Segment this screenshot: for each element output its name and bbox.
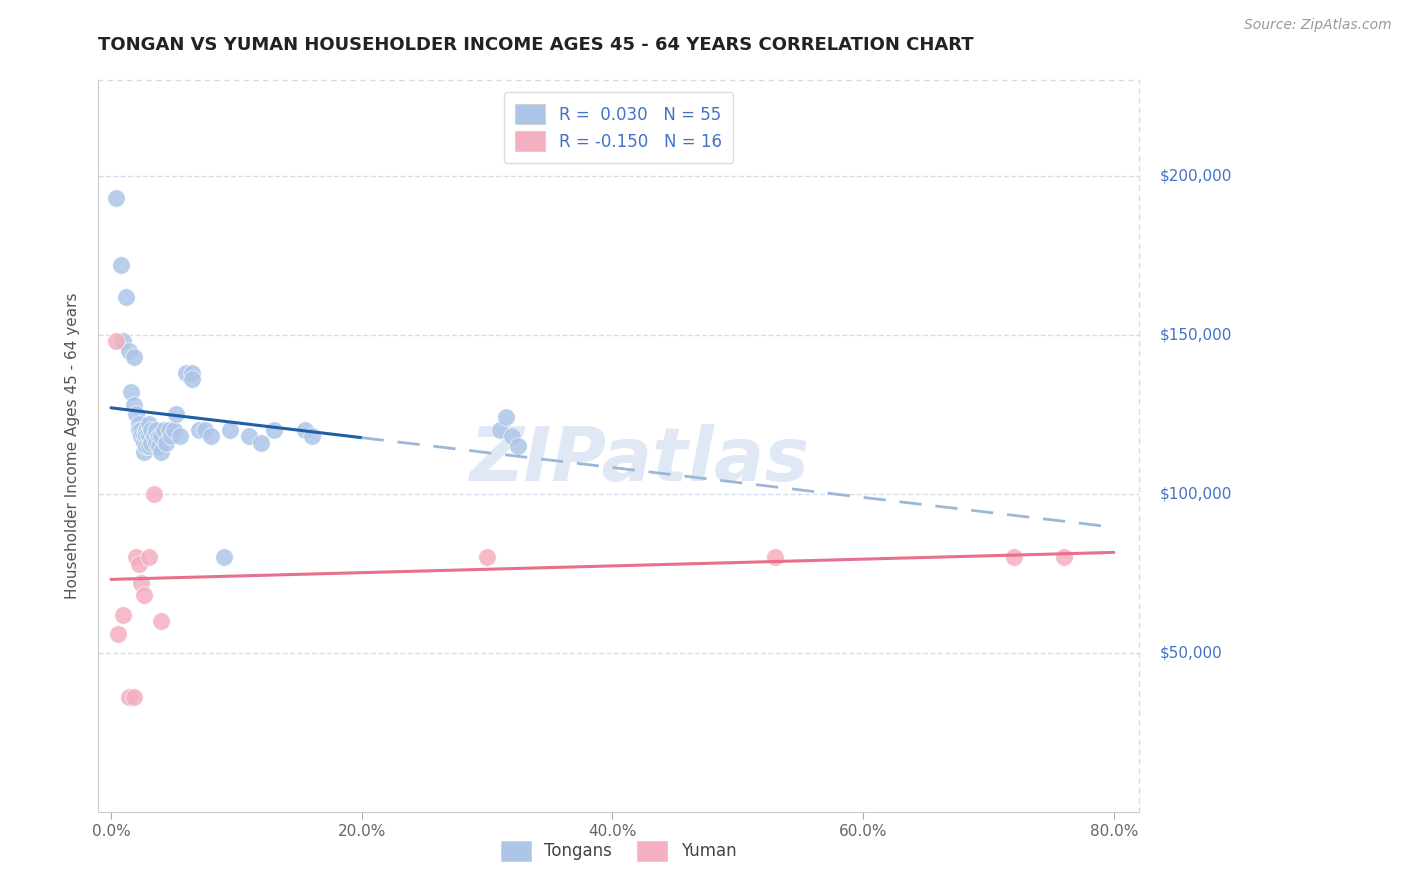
Point bbox=[115, 289, 138, 303]
Point bbox=[155, 435, 177, 450]
Point bbox=[138, 439, 160, 453]
Text: TONGAN VS YUMAN HOUSEHOLDER INCOME AGES 45 - 64 YEARS CORRELATION CHART: TONGAN VS YUMAN HOUSEHOLDER INCOME AGES … bbox=[98, 36, 974, 54]
Point bbox=[150, 429, 173, 443]
Point bbox=[138, 429, 160, 443]
Point bbox=[132, 429, 155, 443]
Point bbox=[139, 423, 162, 437]
Point bbox=[145, 423, 167, 437]
Point bbox=[763, 550, 786, 565]
Point bbox=[162, 423, 184, 437]
Point bbox=[110, 258, 132, 272]
Point bbox=[475, 550, 498, 565]
Point bbox=[128, 417, 150, 431]
Point bbox=[1002, 550, 1025, 565]
Point bbox=[160, 429, 183, 443]
Point bbox=[135, 439, 157, 453]
Point bbox=[150, 445, 173, 459]
Point bbox=[132, 445, 155, 459]
Point bbox=[1053, 550, 1076, 565]
Point bbox=[238, 429, 260, 443]
Text: $100,000: $100,000 bbox=[1160, 486, 1232, 501]
Point bbox=[122, 690, 145, 705]
Point bbox=[174, 366, 197, 380]
Point bbox=[132, 435, 155, 450]
Point bbox=[212, 550, 235, 565]
Point bbox=[138, 417, 160, 431]
Point bbox=[187, 423, 209, 437]
Point bbox=[128, 557, 150, 571]
Point bbox=[148, 429, 170, 443]
Point bbox=[112, 334, 135, 348]
Legend: Tongans, Yuman: Tongans, Yuman bbox=[492, 832, 745, 869]
Point bbox=[139, 435, 162, 450]
Point bbox=[501, 429, 523, 443]
Point bbox=[263, 423, 285, 437]
Point bbox=[104, 334, 127, 348]
Point bbox=[301, 429, 323, 443]
Point bbox=[128, 423, 150, 437]
Point bbox=[508, 439, 530, 453]
Point bbox=[145, 435, 167, 450]
Point bbox=[165, 407, 187, 421]
Point bbox=[129, 423, 152, 437]
Point bbox=[129, 575, 152, 590]
Point bbox=[152, 423, 174, 437]
Point bbox=[107, 626, 129, 640]
Text: ZIPatlas: ZIPatlas bbox=[470, 424, 810, 497]
Y-axis label: Householder Income Ages 45 - 64 years: Householder Income Ages 45 - 64 years bbox=[65, 293, 80, 599]
Text: Source: ZipAtlas.com: Source: ZipAtlas.com bbox=[1244, 18, 1392, 32]
Point bbox=[122, 398, 145, 412]
Point bbox=[194, 423, 217, 437]
Point bbox=[132, 589, 155, 603]
Point bbox=[181, 372, 204, 386]
Point bbox=[157, 423, 180, 437]
Point bbox=[200, 429, 222, 443]
Point bbox=[142, 429, 165, 443]
Point bbox=[125, 407, 148, 421]
Point bbox=[138, 550, 160, 565]
Point bbox=[219, 423, 242, 437]
Point bbox=[135, 429, 157, 443]
Point bbox=[142, 486, 165, 500]
Point bbox=[112, 607, 135, 622]
Point bbox=[495, 410, 517, 425]
Point bbox=[125, 550, 148, 565]
Text: $150,000: $150,000 bbox=[1160, 327, 1232, 343]
Point bbox=[148, 439, 170, 453]
Point bbox=[488, 423, 510, 437]
Point bbox=[294, 423, 316, 437]
Point bbox=[150, 614, 173, 628]
Point bbox=[250, 435, 273, 450]
Text: $200,000: $200,000 bbox=[1160, 169, 1232, 183]
Point bbox=[129, 429, 152, 443]
Point bbox=[169, 429, 191, 443]
Point bbox=[117, 343, 139, 358]
Point bbox=[104, 191, 127, 205]
Point bbox=[181, 366, 204, 380]
Point bbox=[135, 423, 157, 437]
Point bbox=[120, 384, 142, 399]
Text: $50,000: $50,000 bbox=[1160, 645, 1222, 660]
Point bbox=[117, 690, 139, 705]
Point bbox=[122, 350, 145, 364]
